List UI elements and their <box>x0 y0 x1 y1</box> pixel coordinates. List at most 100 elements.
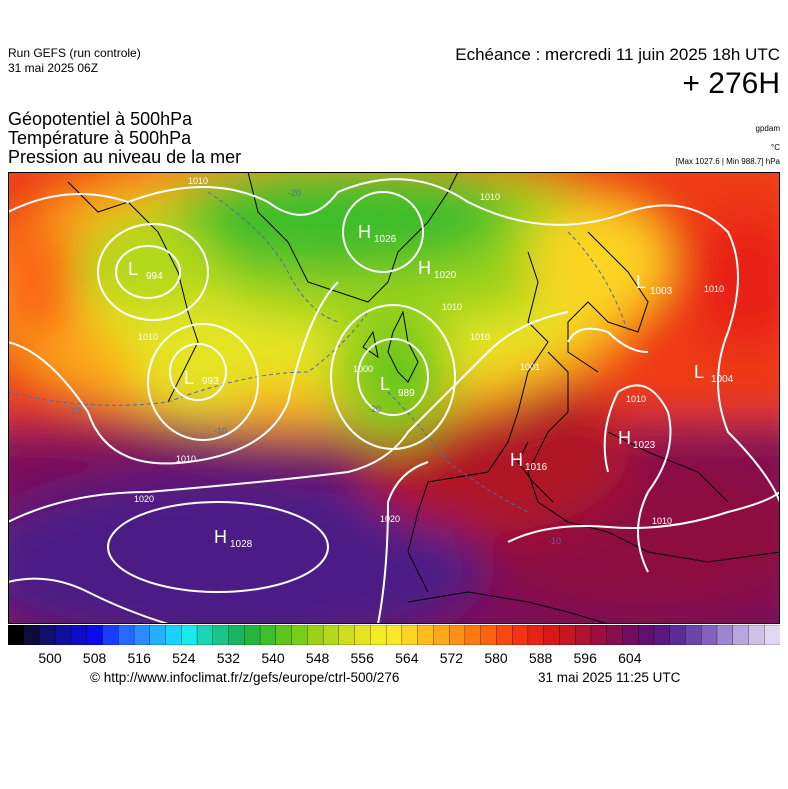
colorbar-swatch <box>370 625 387 645</box>
svg-text:L: L <box>128 259 138 279</box>
unit-geopotential: gpdam <box>755 124 780 133</box>
colorbar-tick-label: 500 <box>38 650 62 666</box>
colorbar-swatch <box>165 625 182 645</box>
colorbar-tick-label: 564 <box>395 650 419 666</box>
pressure-centers: L 994 H 1026 H 1020 L 1003 L 993 L 989 L 1004 H… <box>128 222 734 550</box>
colorbar-swatch <box>559 625 576 645</box>
colorbar-swatch <box>118 625 135 645</box>
variable-geopotential: Géopotentiel à 500hPa <box>8 109 193 129</box>
colorbar <box>8 625 780 645</box>
variable-pressure: Pression au niveau de la mer <box>8 147 242 167</box>
coastlines <box>67 172 780 624</box>
svg-text:1010: 1010 <box>188 176 208 186</box>
colorbar-swatch <box>244 625 261 645</box>
svg-text:1020: 1020 <box>134 494 154 504</box>
unit-temperature: °C <box>771 143 780 152</box>
colorbar-swatch <box>543 625 560 645</box>
colorbar-swatch <box>606 625 623 645</box>
svg-text:L: L <box>380 374 390 394</box>
run-date: 31 mai 2025 06Z <box>8 61 99 75</box>
colorbar-swatch <box>653 625 671 645</box>
svg-text:H: H <box>618 428 631 448</box>
svg-text:1020: 1020 <box>434 270 457 281</box>
colorbar-tick-label: 508 <box>82 650 107 666</box>
svg-text:-20: -20 <box>368 404 381 414</box>
colorbar-swatch <box>764 625 780 645</box>
svg-text:L: L <box>184 368 194 388</box>
colorbar-swatch <box>259 625 277 645</box>
svg-text:1010: 1010 <box>652 516 672 526</box>
svg-text:989: 989 <box>398 388 415 399</box>
colorbar-swatch <box>55 625 72 645</box>
pressure-center-low-1004: L 1004 <box>694 362 734 385</box>
svg-text:1010: 1010 <box>176 454 196 464</box>
svg-text:1010: 1010 <box>138 332 158 342</box>
svg-text:1001: 1001 <box>520 362 540 372</box>
svg-text:L: L <box>694 362 704 382</box>
svg-text:1003: 1003 <box>650 286 673 297</box>
colorbar-swatch <box>133 625 151 645</box>
svg-text:1026: 1026 <box>374 234 397 245</box>
forecast-step: + 276H <box>682 67 780 100</box>
colorbar-swatch <box>701 625 718 645</box>
svg-text:L: L <box>636 272 646 292</box>
colorbar-swatch <box>86 625 103 645</box>
temperature-labels: -20 -10 -20 -10 -10 <box>68 188 561 546</box>
colorbar-swatch <box>512 625 529 645</box>
pressure-stats: [Max 1027.6 | Min 988.7] hPa <box>675 157 780 166</box>
colorbar-swatch <box>102 625 119 645</box>
colorbar-swatch <box>228 625 245 645</box>
colorbar-swatch <box>732 625 749 645</box>
colorbar-swatch <box>669 625 686 645</box>
colorbar-swatch <box>464 625 482 645</box>
credit-timestamp: 31 mai 2025 11:25 UTC <box>538 670 681 685</box>
pressure-center-high-1023: H 1023 <box>618 428 656 451</box>
variable-temperature: Température à 500hPa <box>8 128 192 148</box>
colorbar-swatch <box>685 625 702 645</box>
svg-text:H: H <box>418 258 431 278</box>
colorbar-tick-label: 548 <box>305 650 330 666</box>
svg-text:-10: -10 <box>214 426 227 436</box>
colorbar-swatch <box>433 625 450 645</box>
pressure-center-high-1026: H 1026 <box>358 222 397 245</box>
colorbar-tick-label: 524 <box>172 650 196 666</box>
colorbar-swatch <box>354 625 371 645</box>
svg-text:1028: 1028 <box>230 539 253 550</box>
svg-text:1020: 1020 <box>380 514 400 524</box>
colorbar-swatch <box>448 625 466 645</box>
colorbar-swatch <box>575 625 592 645</box>
temperature-isotherms <box>8 191 629 513</box>
svg-text:1004: 1004 <box>711 374 734 385</box>
colorbar-swatch <box>590 625 608 645</box>
svg-text:H: H <box>214 527 227 547</box>
svg-text:1023: 1023 <box>633 440 656 451</box>
colorbar-swatch <box>417 625 434 645</box>
colorbar-swatch <box>196 625 214 645</box>
svg-text:1000: 1000 <box>353 364 373 374</box>
run-title: Run GEFS (run controle) <box>8 46 141 60</box>
colorbar-swatch <box>496 625 513 645</box>
colorbar-swatch <box>149 625 167 645</box>
colorbar-swatch <box>307 625 324 645</box>
colorbar-swatch <box>527 625 545 645</box>
svg-text:H: H <box>510 450 523 470</box>
pressure-center-high-1028: H 1028 <box>214 527 253 550</box>
colorbar-swatch <box>39 625 56 645</box>
colorbar-swatch <box>275 625 293 645</box>
isobars <box>8 178 780 624</box>
svg-text:H: H <box>358 222 371 242</box>
svg-text:1010: 1010 <box>626 394 646 404</box>
pressure-center-high-1016: H 1016 <box>510 450 548 473</box>
svg-text:-20: -20 <box>288 188 301 198</box>
colorbar-swatch <box>338 625 356 645</box>
pressure-center-low-993: L 993 <box>184 368 219 388</box>
colorbar-tick-label: 604 <box>618 650 642 666</box>
pressure-center-high-1020: H 1020 <box>418 258 457 281</box>
colorbar-tick-label: 532 <box>216 650 241 666</box>
colorbar-swatch <box>748 625 765 645</box>
forecast-time: Echéance : mercredi 11 juin 2025 18h UTC <box>455 45 780 64</box>
pressure-center-low-994: L 994 <box>128 259 163 282</box>
svg-text:1016: 1016 <box>525 462 548 473</box>
colorbar-swatch <box>23 625 40 645</box>
svg-text:1010: 1010 <box>470 332 490 342</box>
